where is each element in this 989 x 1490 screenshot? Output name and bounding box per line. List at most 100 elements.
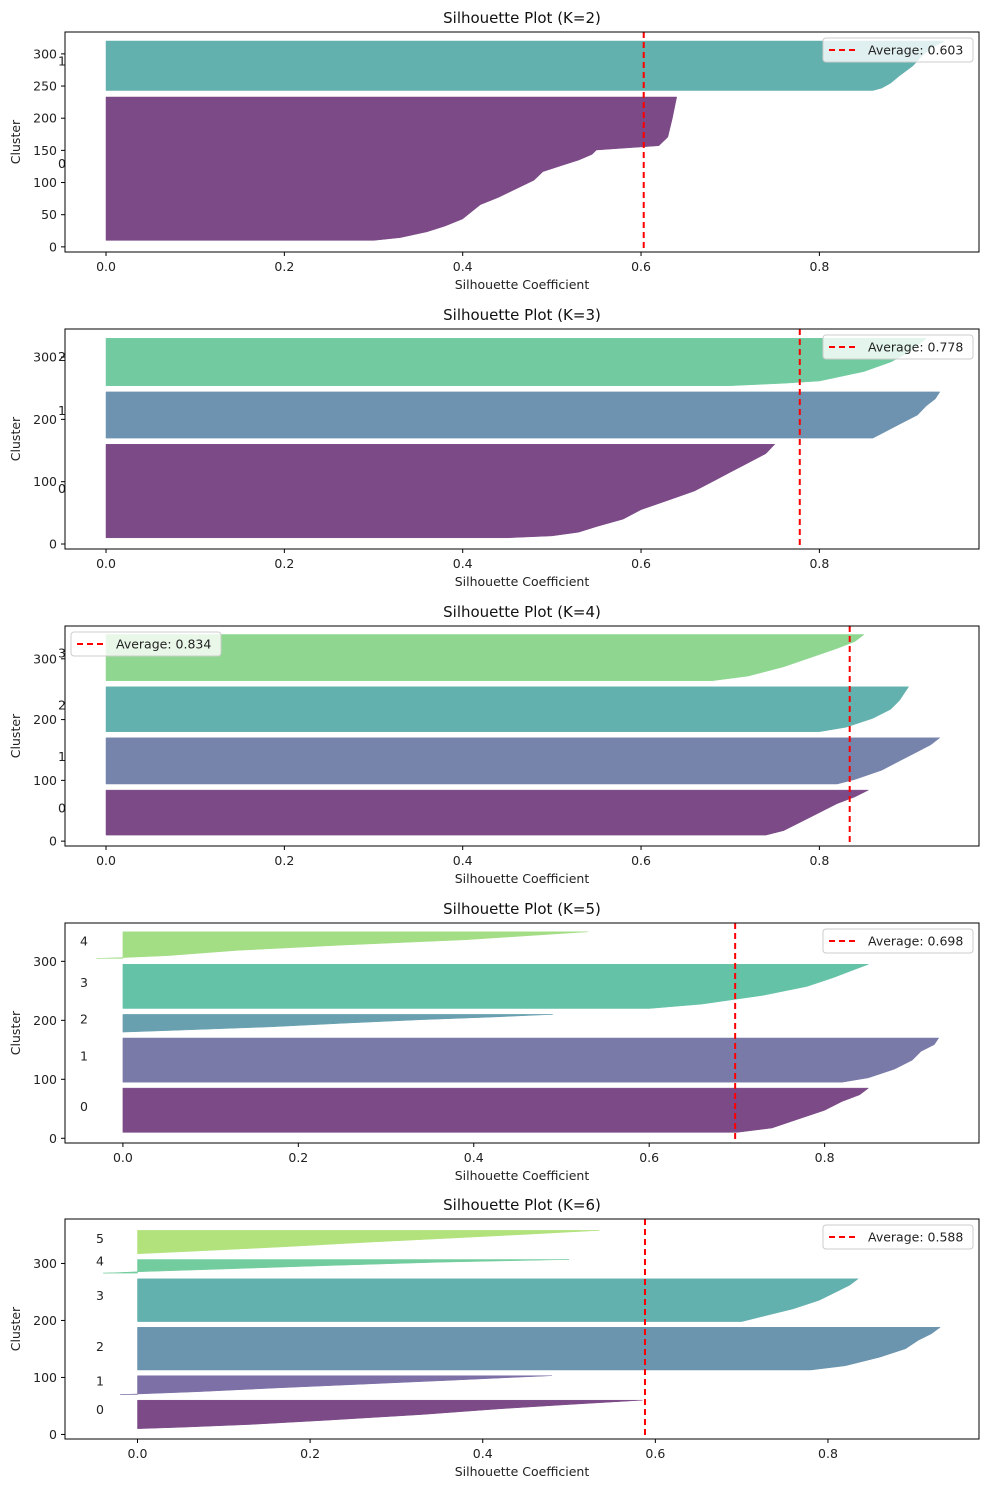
x-tick-label: 0.0: [96, 259, 116, 274]
x-tick-label: 0.0: [128, 1446, 148, 1461]
cluster-label: 1: [96, 1373, 104, 1388]
subplot-k3: Silhouette Plot (K=3) 0 1 2 0.0 0.2 0.4 0.6 0.8 0…: [8, 306, 980, 589]
y-tick-label: 0: [49, 1427, 57, 1442]
cluster-label: 1: [80, 1049, 88, 1064]
y-tick-label: 100: [33, 1072, 57, 1087]
x-tick-label: 0.2: [288, 1150, 308, 1165]
cluster-0-silhouette: [105, 789, 869, 836]
y-axis-label: Cluster: [8, 416, 23, 461]
axes-frame: [64, 328, 980, 550]
x-tick-label: 0.0: [113, 1150, 133, 1165]
x-tick-label: 0.6: [631, 556, 651, 571]
y-tick-label: 0: [49, 1131, 57, 1146]
x-axis-label: Silhouette Coefficient: [455, 1168, 590, 1183]
cluster-label: 2: [58, 697, 66, 712]
x-axis-label: Silhouette Coefficient: [455, 277, 590, 292]
cluster-0-silhouette: [105, 96, 678, 241]
cluster-1-silhouette: [120, 1375, 552, 1395]
cluster-label: 4: [80, 934, 88, 949]
x-axis-label: Silhouette Coefficient: [455, 574, 590, 589]
cluster-0-silhouette: [122, 1087, 870, 1133]
legend-box: [822, 1224, 974, 1250]
y-tick-label: 0: [49, 834, 57, 849]
x-axis-label: Silhouette Coefficient: [455, 871, 590, 886]
y-axis-label: Cluster: [8, 119, 23, 164]
legend-box: [822, 37, 974, 63]
legend-label: Average: 0.588: [868, 1230, 963, 1245]
x-tick-label: 0.6: [631, 853, 651, 868]
subplot-k5: Silhouette Plot (K=5) 0 1 2 3 4 0.0 0.2 0.4 0.6 0.…: [8, 900, 980, 1183]
x-tick-label: 0.8: [815, 1150, 835, 1165]
cluster-3-silhouette: [105, 634, 865, 681]
y-tick-label: 200: [33, 1313, 57, 1328]
x-tick-label: 0.8: [809, 259, 829, 274]
x-tick-label: 0.0: [96, 853, 116, 868]
x-tick-label: 0.4: [453, 853, 473, 868]
legend-label: Average: 0.778: [868, 340, 963, 355]
cluster-1-silhouette: [122, 1037, 940, 1083]
cluster-5-silhouette: [137, 1230, 600, 1255]
x-tick-label: 0.6: [645, 1446, 665, 1461]
x-tick-label: 0.4: [453, 556, 473, 571]
x-tick-label: 0.6: [631, 259, 651, 274]
x-tick-label: 0.6: [639, 1150, 659, 1165]
y-tick-label: 100: [33, 474, 57, 489]
x-tick-label: 0.8: [809, 853, 829, 868]
cluster-0-silhouette: [137, 1399, 643, 1429]
cluster-label: 2: [80, 1012, 88, 1027]
y-tick-label: 300: [33, 1256, 57, 1271]
x-tick-label: 0.8: [809, 556, 829, 571]
legend-label: Average: 0.834: [116, 637, 211, 652]
y-tick-label: 200: [33, 111, 57, 126]
x-tick-label: 0.4: [453, 259, 473, 274]
y-tick-label: 300: [33, 350, 57, 365]
x-tick-label: 0.2: [274, 556, 294, 571]
x-tick-label: 0.8: [818, 1446, 838, 1461]
cluster-0-silhouette: [105, 444, 776, 539]
y-tick-label: 200: [33, 712, 57, 727]
cluster-label: 1: [58, 53, 66, 68]
cluster-label: 2: [96, 1339, 104, 1354]
cluster-label: 0: [96, 1402, 104, 1417]
x-tick-label: 0.2: [274, 259, 294, 274]
legend-label: Average: 0.603: [868, 43, 963, 58]
cluster-label: 2: [58, 349, 66, 364]
cluster-2-silhouette: [122, 1014, 553, 1033]
subplot-k6: Silhouette Plot (K=6) 0 1 2 3 4 5 0.0 0.2 0.4 0.6 0…: [8, 1196, 980, 1479]
cluster-label: 3: [58, 646, 66, 661]
y-axis-label: Cluster: [8, 1306, 23, 1351]
cluster-label: 0: [58, 156, 66, 171]
subplot-k2: Silhouette Plot (K=2) 0 1 0.0 0.2 0.4 0.6 0.8 0 5…: [8, 9, 980, 292]
chart-title: Silhouette Plot (K=3): [443, 306, 601, 324]
cluster-label: 3: [96, 1288, 104, 1303]
cluster-2-silhouette: [137, 1327, 941, 1371]
chart-title: Silhouette Plot (K=5): [443, 900, 601, 918]
axes-frame: [64, 922, 980, 1144]
axes-frame: [64, 625, 980, 847]
y-tick-label: 100: [33, 175, 57, 190]
legend-box: [822, 928, 974, 954]
y-tick-label: 0: [49, 537, 57, 552]
cluster-label: 0: [80, 1099, 88, 1114]
legend: Average: 0.603: [822, 37, 974, 63]
legend-box: [70, 631, 222, 657]
x-tick-label: 0.2: [300, 1446, 320, 1461]
cluster-label: 1: [58, 403, 66, 418]
cluster-4-silhouette: [96, 931, 588, 959]
cluster-1-silhouette: [105, 391, 941, 439]
cluster-1-silhouette: [105, 737, 941, 785]
x-tick-label: 0.2: [274, 853, 294, 868]
x-tick-label: 0.4: [464, 1150, 484, 1165]
y-axis-label: Cluster: [8, 1010, 23, 1055]
y-tick-label: 250: [33, 79, 57, 94]
cluster-1-silhouette: [105, 40, 945, 91]
y-tick-label: 200: [33, 412, 57, 427]
cluster-label: 5: [96, 1231, 104, 1246]
cluster-2-silhouette: [105, 686, 910, 732]
y-tick-label: 300: [33, 46, 57, 61]
y-tick-label: 150: [33, 143, 57, 158]
y-tick-label: 100: [33, 773, 57, 788]
y-tick-label: 200: [33, 1013, 57, 1028]
cluster-label: 0: [58, 481, 66, 496]
chart-title: Silhouette Plot (K=4): [443, 603, 601, 621]
